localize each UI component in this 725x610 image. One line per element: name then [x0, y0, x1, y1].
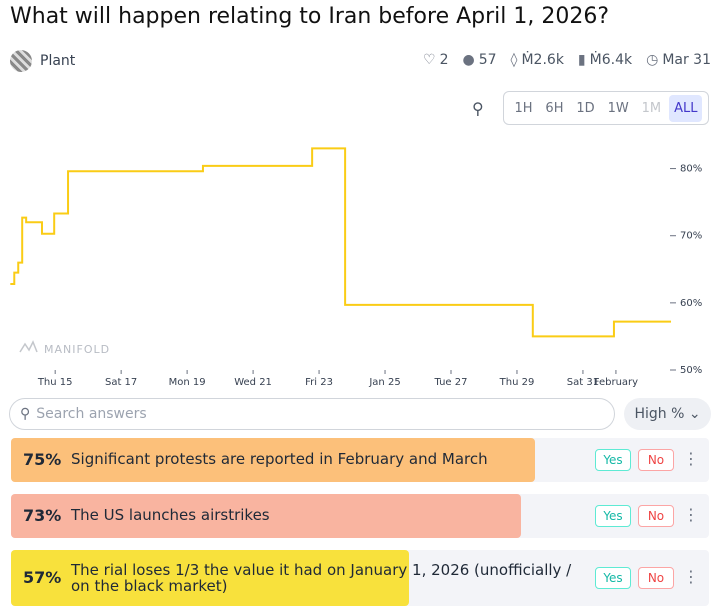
x-tick-label: Sat 17: [105, 377, 137, 388]
answer-text: The US launches airstrikes: [71, 506, 270, 524]
time-button[interactable]: 1H: [514, 100, 533, 116]
answer-row: 57% The rial loses 1/3 the value it had o…: [11, 550, 709, 606]
stat-value: Mar 31: [662, 52, 711, 68]
no-button[interactable]: No: [638, 449, 674, 471]
time-button[interactable]: 1D: [576, 100, 595, 116]
x-tick-label: Jan 25: [368, 377, 400, 388]
avatar: [10, 50, 32, 72]
answer-bar: [11, 550, 409, 606]
answer-bar: [11, 438, 535, 482]
sort-dropdown[interactable]: High % ⌄: [624, 398, 711, 430]
time-button[interactable]: 6H: [545, 100, 564, 116]
x-tick-label: Wed 21: [234, 377, 272, 388]
stat-liquidity: ◊ Ṁ2.6k: [510, 52, 564, 68]
watermark: MANIFOLD: [19, 340, 110, 356]
time-button[interactable]: 1W: [607, 100, 629, 116]
more-menu[interactable]: ⋮: [683, 449, 699, 468]
find-icon[interactable]: ⚲: [472, 99, 484, 118]
yes-button[interactable]: Yes: [595, 567, 631, 589]
creator[interactable]: Plant: [10, 50, 75, 72]
title: What will happen relating to Iran before…: [10, 4, 610, 29]
x-tick-label: Mon 19: [169, 377, 206, 388]
answer-prob: 75%: [23, 450, 62, 469]
no-button[interactable]: No: [638, 505, 674, 527]
x-tick-label: Thu 15: [37, 377, 73, 388]
x-tick-label: Thu 29: [499, 377, 535, 388]
answer-prob: 73%: [23, 506, 62, 525]
stat-close: ◷ Mar 31: [646, 52, 711, 68]
answer-row: 75% Significant protests are reported in …: [11, 438, 709, 482]
answer-text: Significant protests are reported in Feb…: [71, 450, 488, 468]
more-menu[interactable]: ⋮: [683, 505, 699, 524]
search-box[interactable]: ⚲ Search answers: [9, 398, 615, 430]
sort-label: High %: [634, 406, 685, 422]
watermark-text: MANIFOLD: [44, 343, 110, 356]
answer-row: 73% The US launches airstrikes Yes No ⋮: [11, 494, 709, 538]
search-icon: ⚲: [20, 406, 31, 422]
answer-prob: 57%: [23, 568, 62, 587]
y-tick-label: 50%: [680, 365, 702, 376]
x-tick-label: Fri 23: [305, 377, 333, 388]
stats: ♡ 2 ● 57 ◊ Ṁ2.6k ▮ Ṁ6.4k ◷ Mar 31: [423, 52, 711, 68]
stat-traders: ● 57: [462, 52, 497, 68]
stat-value: 57: [478, 52, 497, 68]
time-button[interactable]: 1M: [641, 100, 662, 116]
stat-likes[interactable]: ♡ 2: [423, 52, 449, 68]
y-tick-label: 70%: [680, 231, 702, 242]
answer-bar: [11, 494, 521, 538]
chart: MANIFOLD 50% 60% 70% 80% Thu 15 Sat 17 Mon 19 W…: [10, 147, 702, 388]
search-placeholder: Search answers: [36, 406, 147, 422]
answer-text: The rial loses 1/3 the value it had on J…: [71, 561, 572, 595]
yes-button[interactable]: Yes: [595, 449, 631, 471]
stat-value: Ṁ2.6k: [521, 52, 564, 68]
more-menu[interactable]: ⋮: [683, 567, 699, 586]
no-button[interactable]: No: [638, 567, 674, 589]
x-tick-label: Sat 31: [567, 377, 599, 388]
time-button[interactable]: ALL: [669, 94, 703, 122]
x-tick-label: February: [594, 377, 638, 388]
line-series: [10, 147, 672, 338]
stat-value: Ṁ6.4k: [589, 52, 633, 68]
y-tick-label: 80%: [680, 164, 702, 175]
yes-button[interactable]: Yes: [595, 505, 631, 527]
stat-value: 2: [439, 52, 449, 68]
creator-name[interactable]: Plant: [40, 53, 76, 69]
y-tick-label: 60%: [680, 298, 702, 309]
stat-volume: ▮ Ṁ6.4k: [577, 52, 633, 68]
time-range: 1H 6H 1D 1W 1M ALL: [503, 91, 709, 125]
x-tick-label: Tue 27: [434, 377, 468, 388]
